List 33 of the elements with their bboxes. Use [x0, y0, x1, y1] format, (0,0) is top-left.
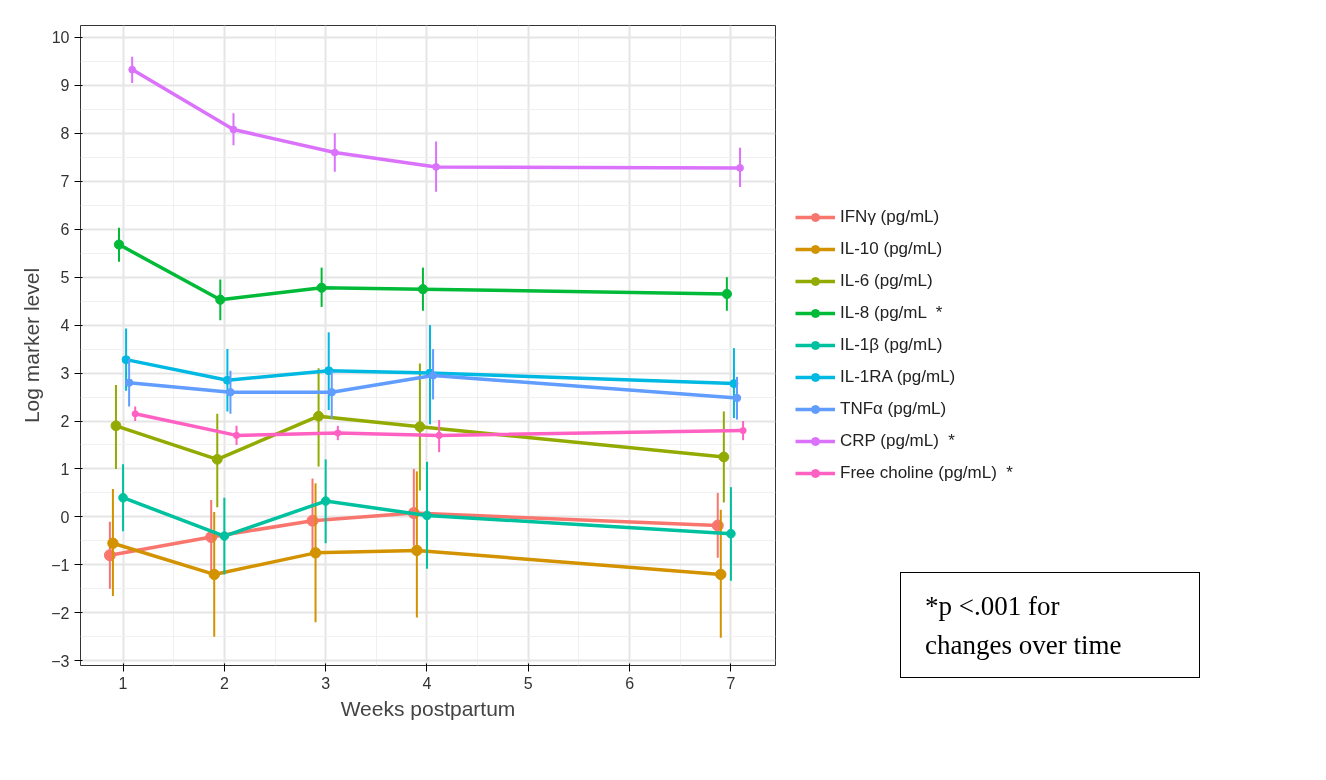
y-tick-label: 10	[51, 29, 70, 47]
y-tick-label: 1	[60, 460, 70, 478]
x-tick-label: 7	[726, 674, 736, 692]
y-tick-label: 3	[60, 365, 70, 383]
x-tick-label: 1	[118, 674, 128, 692]
y-tick-label: 4	[60, 317, 70, 335]
y-tick-label: 6	[60, 221, 70, 239]
x-tick-label: 5	[523, 674, 533, 692]
y-tick-label: 8	[60, 125, 70, 143]
legend-label: Free choline (pg/mL) *	[840, 463, 1013, 483]
x-axis-title: Weeks postpartum	[340, 696, 516, 720]
x-tick-label: 6	[625, 674, 635, 692]
y-tick-label: −1	[51, 556, 70, 574]
x-tick-label: 2	[219, 674, 229, 692]
legend-label: IL-1RA (pg/mL)	[840, 367, 956, 387]
y-tick-label: 9	[60, 77, 70, 95]
legend-label: IL-10 (pg/mL)	[840, 239, 943, 259]
text: *p <.001 for changes over time	[925, 590, 1122, 663]
legend-label: IFNγ (pg/mL)	[840, 207, 940, 227]
x-tick-label: 4	[422, 674, 432, 692]
legend-label: CRP (pg/mL) *	[840, 431, 955, 451]
y-tick-label: 5	[60, 269, 70, 287]
y-axis-title: Log marker level	[20, 267, 44, 424]
y-tick-label: 2	[60, 413, 70, 431]
legend-label: IL-6 (pg/mL)	[840, 271, 933, 291]
legend-label: IL-1β (pg/mL)	[840, 335, 943, 355]
legend-label: TNFα (pg/mL)	[840, 399, 947, 419]
x-tick-label: 3	[321, 674, 331, 692]
y-tick-label: 7	[60, 173, 70, 191]
y-tick-label: −3	[51, 652, 70, 670]
y-tick-label: −2	[51, 604, 70, 622]
y-tick-label: 0	[60, 508, 70, 526]
legend-label: IL-8 (pg/mL *	[840, 303, 943, 323]
